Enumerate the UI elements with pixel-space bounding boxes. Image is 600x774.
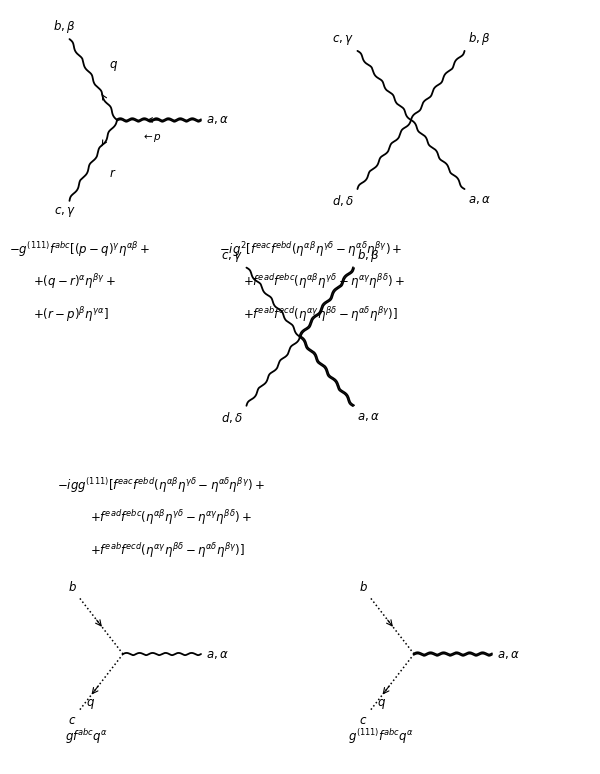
- Text: $a, \alpha$: $a, \alpha$: [467, 193, 490, 206]
- Text: $r$: $r$: [109, 167, 116, 180]
- Text: $-igg^{(111)}[f^{eac}f^{ebd}(\eta^{\alpha\beta}\eta^{\gamma\delta}-\eta^{\alpha\: $-igg^{(111)}[f^{eac}f^{ebd}(\eta^{\alph…: [57, 476, 265, 495]
- Text: $d, \delta$: $d, \delta$: [332, 193, 355, 208]
- Text: $b, \beta$: $b, \beta$: [53, 19, 76, 35]
- Text: $+(r-p)^{\beta}\eta^{\gamma\alpha}]$: $+(r-p)^{\beta}\eta^{\gamma\alpha}]$: [33, 305, 109, 324]
- Text: $a, \alpha$: $a, \alpha$: [497, 648, 520, 660]
- Text: $+f^{eab}f^{ecd}(\eta^{\alpha\gamma}\eta^{\beta\delta}-\eta^{\alpha\delta}\eta^{: $+f^{eab}f^{ecd}(\eta^{\alpha\gamma}\eta…: [243, 305, 398, 324]
- Text: $b$: $b$: [68, 580, 77, 594]
- Text: $a, \alpha$: $a, \alpha$: [206, 114, 229, 126]
- Text: $gf^{abc}q^{\alpha}$: $gf^{abc}q^{\alpha}$: [65, 728, 109, 746]
- Text: $b, \beta$: $b, \beta$: [467, 30, 490, 47]
- Text: $+(q-r)^{\alpha}\eta^{\beta\gamma}+$: $+(q-r)^{\alpha}\eta^{\beta\gamma}+$: [33, 272, 116, 292]
- Text: $d, \delta$: $d, \delta$: [221, 409, 244, 425]
- Text: $-g^{(111)}f^{abc}[(p-q)^{\gamma}\eta^{\alpha\beta}+$: $-g^{(111)}f^{abc}[(p-q)^{\gamma}\eta^{\…: [9, 240, 150, 259]
- Text: $q$: $q$: [109, 59, 118, 73]
- Text: $b, \beta$: $b, \beta$: [356, 247, 379, 264]
- Text: $g^{(111)}f^{abc}q^{\alpha}$: $g^{(111)}f^{abc}q^{\alpha}$: [348, 728, 414, 746]
- Text: $c$: $c$: [359, 714, 368, 727]
- Text: $+f^{eab}f^{ecd}(\eta^{\alpha\gamma}\eta^{\beta\delta}-\eta^{\alpha\delta}\eta^{: $+f^{eab}f^{ecd}(\eta^{\alpha\gamma}\eta…: [90, 541, 245, 560]
- Text: $q$: $q$: [86, 697, 95, 711]
- Text: $+f^{ead}f^{ebc}(\eta^{\alpha\beta}\eta^{\gamma\delta}-\eta^{\alpha\gamma}\eta^{: $+f^{ead}f^{ebc}(\eta^{\alpha\beta}\eta^…: [243, 272, 405, 291]
- Text: $a, \alpha$: $a, \alpha$: [356, 409, 379, 423]
- Text: $c$: $c$: [68, 714, 77, 727]
- Text: $b$: $b$: [359, 580, 368, 594]
- Text: $\leftarrow p$: $\leftarrow p$: [142, 132, 162, 145]
- Text: $q$: $q$: [377, 697, 386, 711]
- Text: $c, \gamma$: $c, \gamma$: [54, 205, 76, 219]
- Text: $c, \gamma$: $c, \gamma$: [332, 33, 355, 47]
- Text: $a, \alpha$: $a, \alpha$: [206, 648, 229, 660]
- Text: $c, \gamma$: $c, \gamma$: [221, 250, 244, 264]
- Text: $+f^{ead}f^{ebc}(\eta^{\alpha\beta}\eta^{\gamma\delta}-\eta^{\alpha\gamma}\eta^{: $+f^{ead}f^{ebc}(\eta^{\alpha\beta}\eta^…: [90, 509, 252, 527]
- Text: $-ig^2[f^{eac}f^{ebd}(\eta^{\alpha\beta}\eta^{\gamma\delta}-\eta^{\alpha\delta}\: $-ig^2[f^{eac}f^{ebd}(\eta^{\alpha\beta}…: [219, 240, 403, 259]
